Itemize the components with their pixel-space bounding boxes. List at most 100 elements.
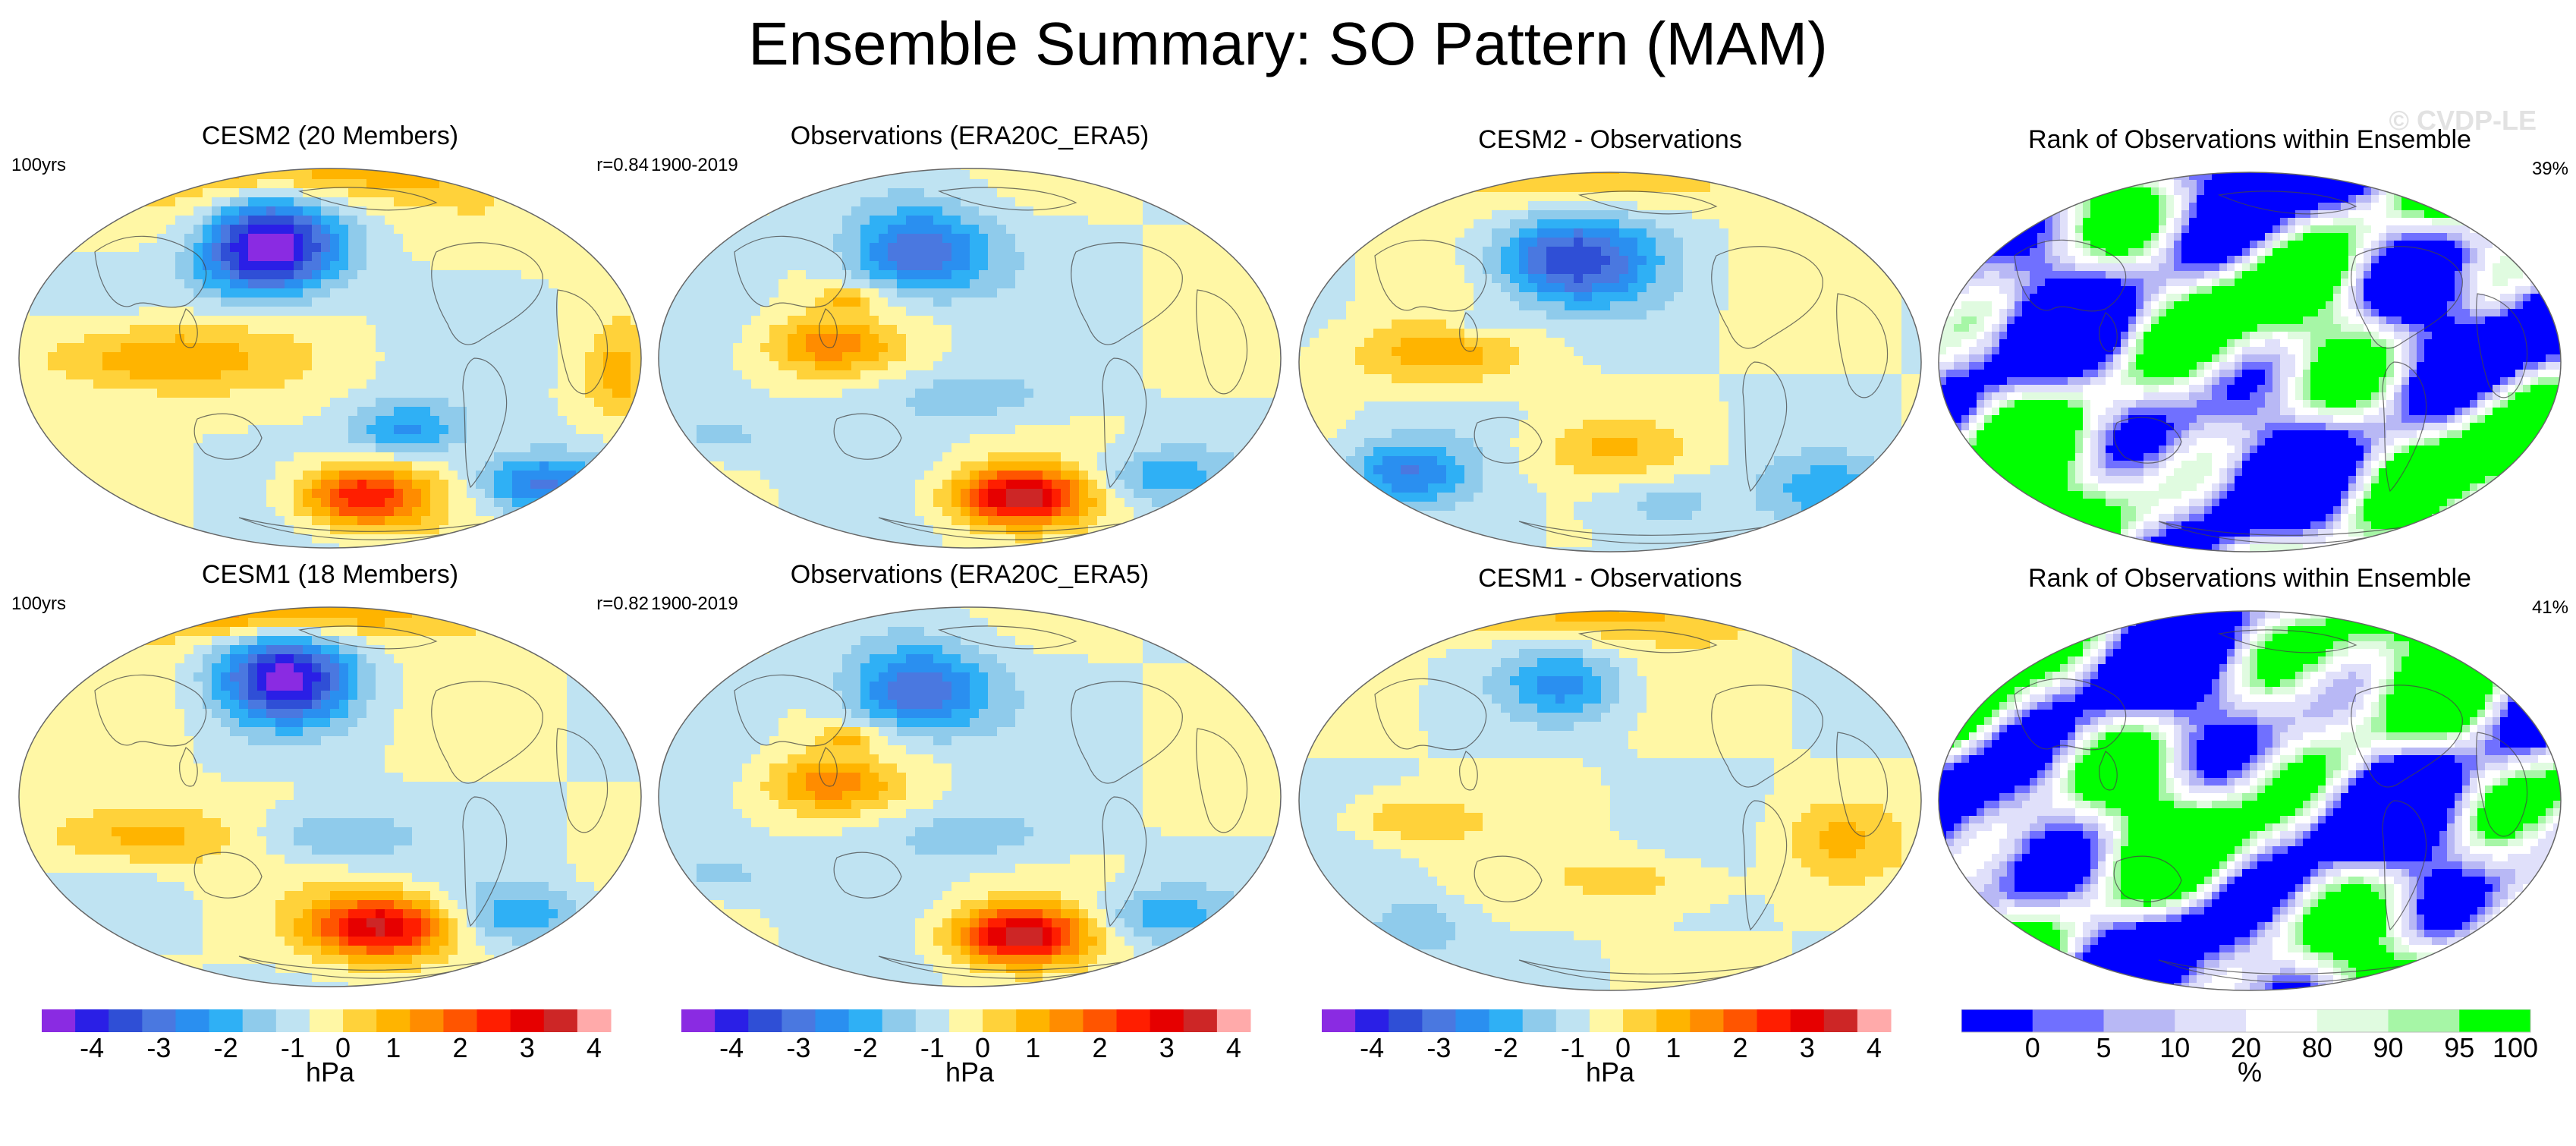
map-cell — [1088, 307, 1098, 316]
map-cell — [321, 352, 331, 362]
map-cell — [806, 316, 816, 326]
map-cell — [860, 188, 870, 198]
map-cell — [567, 534, 577, 544]
map-cell — [448, 416, 458, 426]
map-cell — [512, 252, 522, 262]
map-cell — [11, 480, 21, 490]
map-cell — [266, 243, 276, 253]
map-cell — [248, 480, 258, 490]
map-cell — [348, 543, 358, 553]
map-cell — [997, 225, 1007, 235]
map-cell — [888, 316, 898, 326]
map-cell — [1225, 279, 1235, 289]
map-cell — [102, 407, 112, 417]
map-cell — [594, 252, 604, 262]
map-cell — [448, 425, 458, 435]
map-cell — [248, 352, 258, 362]
map-cell — [175, 416, 185, 426]
map-cell — [503, 170, 513, 180]
map-cell — [448, 379, 458, 389]
map-cell — [1225, 188, 1235, 198]
map-cell — [448, 261, 458, 271]
map-cell — [1188, 261, 1198, 271]
map-cell — [385, 288, 395, 298]
map-cell — [203, 516, 212, 526]
map-cell — [403, 525, 413, 535]
map-cell — [706, 188, 716, 198]
map-cell — [924, 316, 934, 326]
map-cell — [212, 361, 222, 371]
map-cell — [1252, 206, 1262, 216]
map-cell — [669, 216, 679, 225]
map-cell — [530, 516, 540, 526]
map-cell — [157, 188, 167, 198]
map-cell — [678, 379, 688, 389]
map-cell — [558, 243, 568, 253]
map-cell — [585, 553, 595, 556]
map-cell — [1024, 252, 1034, 262]
map-cell — [1216, 352, 1225, 362]
map-cell — [530, 179, 540, 189]
map-cell — [539, 471, 549, 480]
map-cell — [275, 452, 285, 462]
map-cell — [439, 225, 449, 235]
map-cell — [157, 252, 167, 262]
map-cell — [603, 525, 613, 535]
map-cell — [448, 471, 458, 480]
map-cell — [594, 443, 604, 453]
map-cell — [257, 398, 267, 408]
map-cell — [357, 270, 367, 280]
map-cell — [1216, 179, 1225, 189]
map-cell — [84, 434, 94, 444]
map-cell — [1143, 307, 1153, 316]
map-cell — [1033, 361, 1043, 371]
map-cell — [57, 480, 67, 490]
map-cell — [66, 398, 76, 408]
map-cell — [376, 370, 385, 380]
map-cell — [651, 288, 661, 298]
map-cell — [485, 425, 495, 435]
map-cell — [833, 370, 843, 380]
map-cell — [376, 288, 385, 298]
map-cell — [221, 516, 231, 526]
map-cell — [485, 489, 495, 499]
map-cell — [669, 389, 679, 398]
map-cell — [651, 252, 661, 262]
map-cell — [257, 261, 267, 271]
map-cell — [321, 261, 331, 271]
map-cell — [430, 188, 440, 198]
map-cell — [494, 534, 504, 544]
map-cell — [742, 234, 752, 244]
map-cell — [594, 389, 604, 398]
map-cell — [39, 179, 49, 189]
map-cell — [870, 398, 879, 408]
map-cell — [503, 288, 513, 298]
map-cell — [576, 179, 586, 189]
map-cell — [640, 334, 649, 344]
map-cell — [394, 325, 404, 335]
map-cell — [640, 261, 649, 271]
map-cell — [567, 480, 577, 490]
map-cell — [651, 325, 661, 335]
map-cell — [1079, 334, 1089, 344]
map-cell — [157, 316, 167, 326]
map-cell — [521, 507, 531, 517]
map-cell — [66, 170, 76, 180]
map-cell — [1170, 361, 1180, 371]
map-cell — [366, 443, 376, 453]
map-cell — [915, 343, 925, 353]
map-cell — [706, 179, 716, 189]
map-cell — [212, 461, 222, 471]
map-cell — [121, 307, 131, 316]
map-cell — [102, 398, 112, 408]
map-cell — [979, 288, 989, 298]
map-cell — [558, 270, 568, 280]
map-cell — [631, 434, 640, 444]
map-cell — [503, 206, 513, 216]
map-cell — [394, 389, 404, 398]
map-cell — [621, 234, 631, 244]
map-cell — [1024, 334, 1034, 344]
map-cell — [30, 197, 39, 207]
map-cell — [112, 261, 121, 271]
map-cell — [394, 352, 404, 362]
